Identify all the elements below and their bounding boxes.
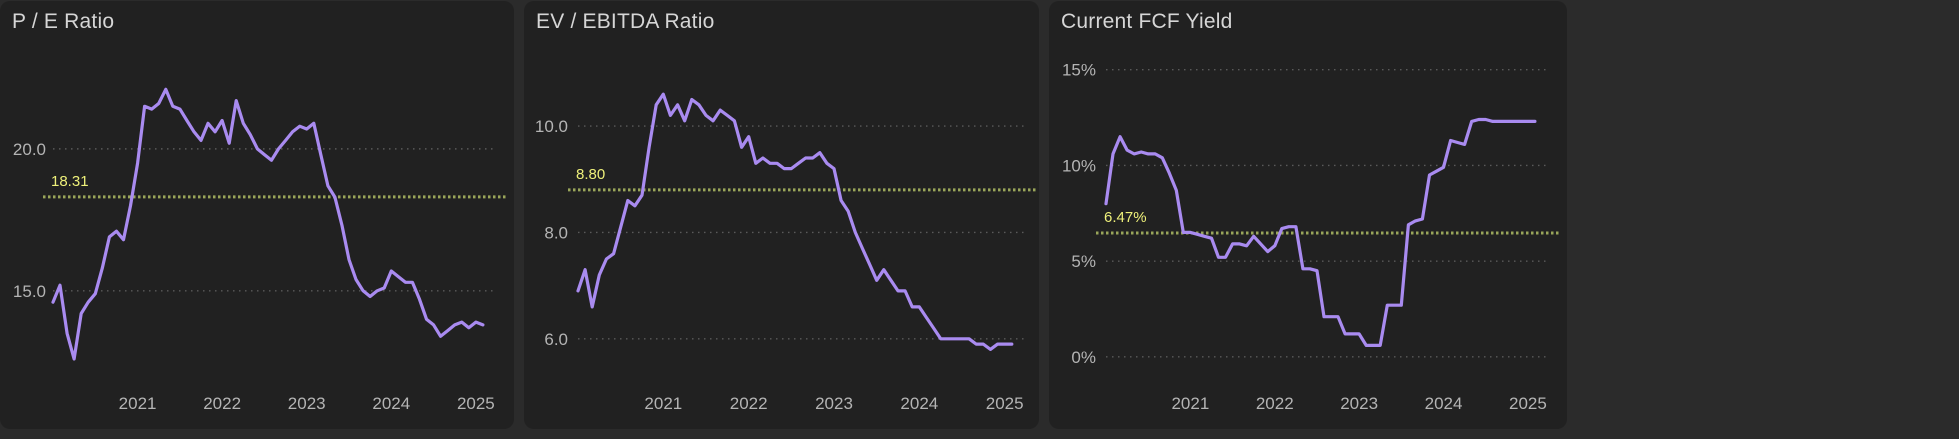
x-tick-label: 2025 <box>1509 394 1547 413</box>
ev-ebitda-panel: EV / EBITDA Ratio 6.0 8.0 10.0 2021 2022 2023… <box>524 1 1039 429</box>
x-tick-label: 2021 <box>119 394 157 413</box>
x-tick-label: 2025 <box>457 394 495 413</box>
x-tick-label: 2021 <box>1171 394 1209 413</box>
x-tick-label: 2025 <box>986 394 1024 413</box>
y-tick-label: 15.0 <box>13 282 46 301</box>
x-tick-label: 2023 <box>288 394 326 413</box>
x-tick-label: 2022 <box>203 394 241 413</box>
fcf-yield-title: Current FCF Yield <box>1061 10 1233 33</box>
y-tick-label: 10.0 <box>535 117 568 136</box>
ev-ebitda-chart: 6.0 8.0 10.0 2021 2022 2023 2024 2025 8.80 <box>535 92 1036 413</box>
x-tick-label: 2023 <box>815 394 853 413</box>
series-line <box>1104 117 1537 347</box>
x-tick-label: 2022 <box>1256 394 1294 413</box>
average-label: 8.80 <box>576 166 605 183</box>
series-line <box>576 92 1014 351</box>
x-tick-label: 2024 <box>1425 394 1463 413</box>
y-tick-label: 8.0 <box>544 223 568 242</box>
average-label: 6.47% <box>1104 209 1147 226</box>
pe-ratio-title: P / E Ratio <box>12 10 115 33</box>
y-tick-label: 20.0 <box>13 140 46 159</box>
x-tick-label: 2021 <box>644 394 682 413</box>
y-tick-label: 6.0 <box>544 330 568 349</box>
fcf-yield-chart: 0% 5% 10% 15% 2021 2022 2023 2024 2025 6.47% <box>1062 61 1559 413</box>
y-tick-label: 0% <box>1071 348 1096 367</box>
pe-ratio-chart: 15.0 20.0 2021 2022 2023 2024 2025 18.31 <box>13 87 507 413</box>
x-tick-label: 2023 <box>1340 394 1378 413</box>
x-tick-label: 2024 <box>372 394 410 413</box>
ev-ebitda-title: EV / EBITDA Ratio <box>536 10 715 33</box>
x-tick-label: 2022 <box>730 394 768 413</box>
pe-ratio-panel: P / E Ratio 15.0 20.0 2021 2022 2023 2024 2025… <box>0 1 514 429</box>
series-line <box>51 87 485 361</box>
y-tick-label: 15% <box>1062 61 1096 80</box>
x-tick-label: 2024 <box>900 394 938 413</box>
y-tick-label: 10% <box>1062 156 1096 175</box>
y-tick-label: 5% <box>1071 252 1096 271</box>
average-label: 18.31 <box>51 173 89 190</box>
fcf-yield-panel: Current FCF Yield 0% 5% 10% 15% 2021 2022 2023… <box>1049 1 1567 429</box>
